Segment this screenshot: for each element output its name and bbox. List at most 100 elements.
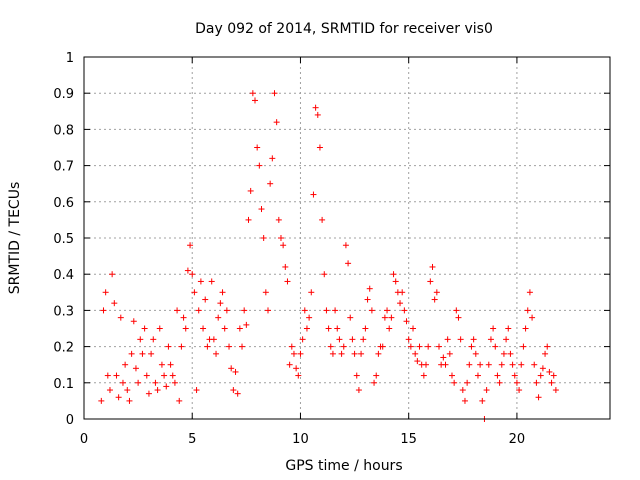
data-point <box>327 343 334 350</box>
data-point <box>414 358 421 365</box>
data-point <box>329 350 336 357</box>
y-axis-label: SRMTID / TECUs <box>7 182 23 295</box>
data-point <box>325 325 332 332</box>
data-point <box>306 314 313 321</box>
data-point <box>236 325 243 332</box>
data-point <box>507 350 514 357</box>
data-point <box>241 307 248 314</box>
data-point <box>494 372 501 379</box>
data-point <box>228 365 235 372</box>
data-point <box>435 343 442 350</box>
data-point <box>340 343 347 350</box>
data-point <box>464 379 471 386</box>
data-point <box>349 336 356 343</box>
data-point <box>539 365 546 372</box>
data-point <box>513 379 520 386</box>
data-point <box>474 372 481 379</box>
data-point <box>191 289 198 296</box>
data-point <box>522 325 529 332</box>
data-point <box>176 397 183 404</box>
data-point <box>128 350 135 357</box>
data-point <box>407 343 414 350</box>
data-point <box>271 90 278 97</box>
y-tick-label: 0.1 <box>53 377 74 392</box>
data-point <box>104 372 111 379</box>
data-point <box>373 372 380 379</box>
data-point <box>332 307 339 314</box>
data-point <box>293 365 300 372</box>
data-point <box>390 271 397 278</box>
data-point <box>295 372 302 379</box>
data-point <box>163 383 170 390</box>
data-point <box>472 350 479 357</box>
data-point <box>423 361 430 368</box>
data-point <box>459 387 466 394</box>
data-point <box>230 387 237 394</box>
data-point <box>102 289 109 296</box>
data-point <box>375 350 382 357</box>
data-point <box>371 379 378 386</box>
data-point <box>347 314 354 321</box>
data-point <box>448 372 455 379</box>
data-point <box>381 314 388 321</box>
y-tick-label: 0 <box>66 413 74 428</box>
data-point <box>174 307 181 314</box>
data-point <box>500 350 507 357</box>
data-point <box>516 387 523 394</box>
data-point <box>403 318 410 325</box>
x-tick-label: 0 <box>80 432 88 447</box>
data-point <box>297 350 304 357</box>
data-point <box>487 336 494 343</box>
data-point <box>412 350 419 357</box>
data-point <box>249 90 256 97</box>
data-point <box>453 307 460 314</box>
data-point <box>208 278 215 285</box>
data-point <box>518 361 525 368</box>
data-point <box>520 343 527 350</box>
data-point <box>158 361 165 368</box>
data-point <box>152 379 159 386</box>
data-point <box>364 296 371 303</box>
data-point <box>410 325 417 332</box>
data-point <box>284 278 291 285</box>
data-point <box>442 361 449 368</box>
data-point <box>290 350 297 357</box>
data-point <box>252 97 259 104</box>
data-point <box>260 235 267 241</box>
data-point <box>310 191 317 198</box>
x-tick-label: 20 <box>509 432 526 447</box>
data-point <box>113 372 120 379</box>
data-point <box>137 336 144 343</box>
data-point <box>416 343 423 350</box>
data-points <box>98 90 559 422</box>
data-point <box>509 361 516 368</box>
data-point <box>115 394 122 401</box>
data-point <box>182 325 189 332</box>
data-point <box>180 314 187 321</box>
data-point <box>280 242 287 249</box>
data-point <box>351 350 358 357</box>
data-point <box>150 336 157 343</box>
data-point <box>132 365 139 372</box>
data-point <box>319 216 326 223</box>
data-point <box>221 325 228 332</box>
data-point <box>202 296 209 303</box>
data-point <box>353 372 360 379</box>
data-point <box>195 307 202 314</box>
y-tick-label: 0.7 <box>53 160 74 175</box>
data-point <box>187 242 194 249</box>
data-point <box>184 267 191 274</box>
data-point <box>145 390 152 397</box>
data-point <box>451 379 458 386</box>
data-point <box>232 368 239 375</box>
data-point <box>384 307 391 314</box>
data-point <box>161 372 168 379</box>
data-point <box>273 119 280 126</box>
y-tick-label: 0.3 <box>53 304 74 319</box>
data-point <box>477 361 484 368</box>
data-point <box>154 387 161 394</box>
data-point <box>529 314 536 321</box>
data-point <box>130 318 137 325</box>
data-point <box>498 361 505 368</box>
